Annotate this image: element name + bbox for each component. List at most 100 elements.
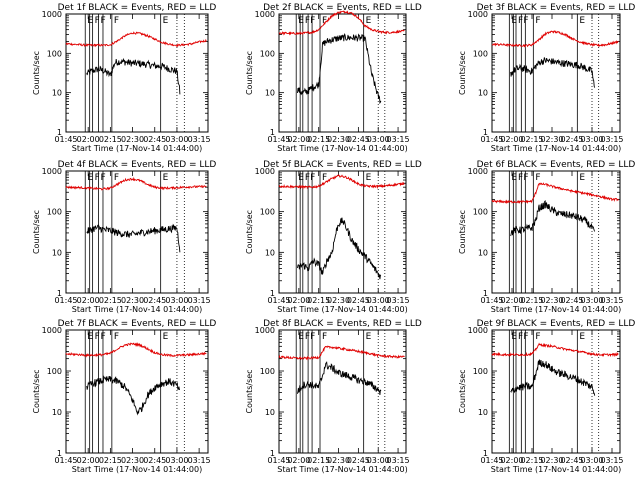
events-line (297, 217, 382, 280)
y-axis-label: Counts/sec (245, 210, 254, 254)
panel-det-7: Det 7f BLACK = Events, RED = LLD 1 10 100 10… (32, 319, 216, 474)
x-tick-label: 02:00 (500, 135, 523, 144)
y-tick-label: 100 (473, 367, 488, 376)
event-marker-label: E (298, 173, 304, 183)
y-tick-label: 1 (57, 449, 62, 458)
panel-det-1: Det 1f BLACK = Events, RED = LLD 1 10 100 10… (32, 3, 216, 153)
x-tick-label: 02:45 (347, 135, 370, 144)
y-tick-label: 100 (260, 49, 275, 58)
panel-title: Det 4f BLACK = Events, RED = LLD (58, 160, 217, 170)
x-tick-label: 02:15 (99, 135, 122, 144)
event-marker-label: E (366, 16, 372, 26)
plot-frame (65, 170, 209, 294)
panel-title: Det 3f BLACK = Events, RED = LLD (477, 3, 636, 13)
y-axis-label: Counts/sec (458, 369, 467, 413)
y-tick-label: 1 (483, 128, 488, 137)
x-tick-label: 02:00 (77, 456, 100, 465)
lld-line (278, 174, 405, 190)
event-marker-label: E (163, 16, 169, 26)
y-tick-label: 10 (265, 248, 275, 257)
y-tick-label: 100 (473, 208, 488, 217)
event-marker-label: F (322, 16, 327, 26)
x-tick-label: 02:45 (347, 456, 370, 465)
panel-title: Det 7f BLACK = Events, RED = LLD (58, 319, 217, 329)
panel-det-3: Det 3f BLACK = Events, RED = LLD 1 10 100 10… (458, 3, 635, 153)
x-tick-label: 02:15 (307, 296, 330, 305)
event-marker-label: E (87, 16, 93, 26)
x-tick-label: 02:00 (500, 456, 523, 465)
y-axis-label: Counts/sec (32, 210, 41, 254)
x-tick-label: 01:45 (267, 456, 290, 465)
event-marker-label: E (579, 16, 585, 26)
event-marker-label: F (95, 332, 100, 342)
y-tick-label: 1 (483, 289, 488, 298)
x-tick-label: 02:30 (540, 456, 563, 465)
event-marker-label: E (366, 173, 372, 183)
y-tick-label: 1 (483, 449, 488, 458)
y-tick-label: 1 (57, 128, 62, 137)
events-line (297, 361, 382, 395)
event-marker-label: F (310, 332, 315, 342)
y-tick-label: 1000 (42, 10, 62, 19)
x-tick-label: 02:00 (287, 135, 310, 144)
y-tick-label: 1000 (42, 167, 62, 176)
x-tick-label: 02:00 (77, 135, 100, 144)
event-marker-label: E (163, 173, 169, 183)
lld-line (65, 176, 207, 191)
x-tick-label: 03:15 (600, 135, 623, 144)
x-tick-label: 02:15 (520, 296, 543, 305)
plot-frame (491, 329, 621, 454)
event-marker-label: F (101, 332, 106, 342)
plot-frame (278, 329, 407, 454)
y-tick-label: 100 (473, 49, 488, 58)
x-axis-label: Start Time (17-Nov-14 01:44:00) (72, 144, 202, 153)
panel-det-2: Det 2f BLACK = Events, RED = LLD 1 10 100 10… (245, 3, 422, 153)
plot-frame (65, 13, 209, 133)
plot-frame (491, 13, 621, 133)
x-tick-label: 01:45 (267, 296, 290, 305)
x-tick-label: 02:45 (560, 456, 583, 465)
x-tick-label: 02:45 (560, 135, 583, 144)
y-axis-label: Counts/sec (458, 51, 467, 95)
event-marker-label: F (114, 16, 119, 26)
y-axis-label: Counts/sec (32, 369, 41, 413)
x-tick-label: 02:30 (121, 135, 144, 144)
event-marker-label: F (535, 173, 540, 183)
lld-line (491, 30, 619, 48)
plot-frame (65, 329, 209, 454)
y-tick-label: 100 (47, 367, 62, 376)
event-marker-label: F (310, 16, 315, 26)
event-marker-label: F (322, 173, 327, 183)
x-tick-label: 03:00 (580, 135, 603, 144)
x-tick-label: 01:45 (54, 135, 77, 144)
y-tick-label: 1000 (255, 10, 275, 19)
x-tick-label: 03:15 (387, 456, 410, 465)
x-tick-label: 02:00 (500, 296, 523, 305)
y-axis-label: Counts/sec (458, 210, 467, 254)
x-tick-label: 02:30 (121, 296, 144, 305)
y-tick-label: 100 (47, 49, 62, 58)
events-line (297, 33, 382, 105)
event-marker-label: E (87, 332, 93, 342)
event-marker-label: F (310, 173, 315, 183)
x-axis-label: Start Time (17-Nov-14 01:44:00) (491, 465, 621, 474)
y-tick-label: 1 (57, 289, 62, 298)
x-tick-label: 02:45 (560, 296, 583, 305)
x-tick-label: 02:15 (520, 456, 543, 465)
y-tick-label: 1000 (468, 326, 488, 335)
x-tick-label: 03:15 (188, 456, 211, 465)
x-tick-label: 01:45 (267, 135, 290, 144)
plot-frame (278, 13, 407, 133)
lld-line (278, 345, 405, 361)
event-marker-label: E (298, 332, 304, 342)
y-tick-label: 10 (52, 408, 62, 417)
panel-det-8: Det 8f BLACK = Events, RED = LLD 1 10 100 10… (245, 319, 422, 474)
x-axis-label: Start Time (17-Nov-14 01:44:00) (491, 144, 621, 153)
x-tick-label: 02:15 (99, 456, 122, 465)
event-marker-label: E (298, 16, 304, 26)
panel-title: Det 2f BLACK = Events, RED = LLD (263, 3, 422, 13)
event-marker-label: F (523, 332, 528, 342)
x-tick-label: 03:00 (165, 135, 188, 144)
event-marker-label: F (535, 16, 540, 26)
